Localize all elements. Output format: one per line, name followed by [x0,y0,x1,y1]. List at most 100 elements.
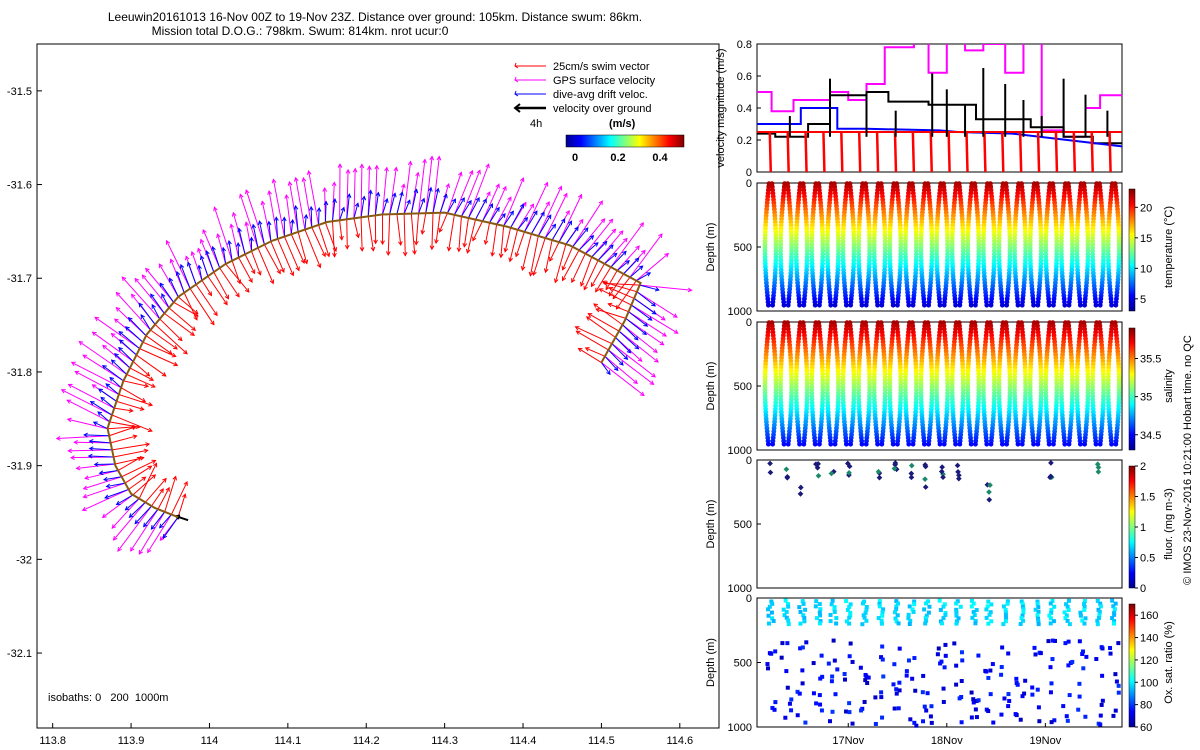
colorbar-tick-label: 35.5 [1140,354,1161,366]
gps-vector [66,399,110,423]
profile-dot [924,708,929,713]
drift-vector [103,476,122,481]
profile-dot [881,674,886,679]
swim-vector [164,313,195,336]
profile-colorbar [1128,188,1136,312]
drift-vector [616,260,630,271]
drift-vector-head [251,223,257,229]
profile-dot [1048,616,1053,621]
swim-vector-head [508,257,513,263]
colorbar-tick-label: 34.5 [1140,430,1161,442]
swim-vector-head [207,291,213,297]
profile-ytick-label: 0 [746,455,752,467]
profile-colorbar [1128,603,1136,728]
profile-dot [1065,604,1070,609]
swim-vector [562,249,580,281]
drift-vector [99,469,119,474]
swim-vector [195,284,218,316]
drift-vector-head [168,277,174,283]
gps-vector-head [301,176,307,182]
drift-vector-head [533,210,538,216]
profile-dot [1006,692,1011,697]
profile-dot [812,441,818,447]
profile-dot [999,712,1004,717]
gps-vector-head [271,178,277,184]
profile-dot [1049,720,1054,725]
velocity-ytick-label: 0.8 [737,39,752,51]
profile-dot [912,599,917,604]
profile-dot [817,610,822,615]
profile-dot [1083,714,1088,719]
drift-vector-head [124,326,130,331]
drift-vector-head [612,252,618,258]
gps-vector-head [202,228,207,234]
drift-vector-head [143,522,148,528]
drift-vector [114,353,131,369]
velocity-spikes [768,68,1112,172]
profile-dot [921,673,926,678]
profile-dot [1109,441,1114,447]
profile-dot [926,302,932,308]
profile-dot [873,721,878,726]
drift-vector-head [308,205,314,211]
profile-dot [811,691,816,696]
profile-dot [890,441,896,447]
swim-vector [144,478,167,503]
swim-vector-head [248,278,253,284]
profile-dot [770,302,776,308]
swim-vector [484,222,491,245]
profile-dot [880,613,885,618]
swim-vector-head [429,245,435,251]
drift-vector [88,455,114,458]
profile-dot [785,441,791,447]
profile-dot [1097,302,1103,308]
profile-dot [765,662,770,667]
profile-dot [766,621,771,626]
profile-dot [984,441,990,447]
velocity-dive-spike [857,131,862,172]
gps-vector-head [70,361,76,366]
profile-dot [1018,622,1023,627]
swim-vector [595,308,626,319]
map-xtick-label: 114.6 [666,735,693,747]
profile-dot [973,707,978,712]
swim-vector [571,253,586,283]
profile-ytick-label: 1000 [728,445,752,457]
gps-vector-head [600,218,606,224]
drift-vector [633,297,657,315]
gps-vector-head [130,546,135,552]
profile-dot [904,669,909,674]
profile-dot [910,441,916,447]
swim-vector-head [191,326,197,331]
profile-dot [929,704,934,709]
profile-dot [989,619,994,624]
colorbar-tick-label: 0.5 [1140,553,1155,565]
swim-vector-head [553,278,559,284]
profile-dots [765,598,1121,728]
drift-vector [134,505,152,524]
profile-dot [864,605,869,610]
swim-vector [121,459,156,478]
gps-vector [572,200,603,248]
gps-vector-head [608,218,614,224]
profile-dot [973,302,978,308]
map-xtick-label: 114.1 [274,735,301,747]
profile-dot [770,705,775,710]
profile-dot [912,720,917,725]
drift-vector-head [83,432,88,438]
glider-track [106,211,642,519]
gps-vector [503,177,524,227]
velocity-dive-spike [1072,131,1077,172]
profile-dot [1015,441,1021,447]
profile-dot [1112,619,1117,624]
swim-vector-head [303,259,309,265]
gps-vector-head [345,168,351,174]
gps-vector-head [367,165,372,171]
drift-vector [625,317,647,335]
profile-dot [1021,610,1026,615]
gps-vector [147,514,172,553]
swim-vector-head [139,456,145,461]
colorbar-label: salinity [1163,369,1175,403]
profile-dot [801,613,806,618]
velocity-dive-spike [911,131,916,172]
